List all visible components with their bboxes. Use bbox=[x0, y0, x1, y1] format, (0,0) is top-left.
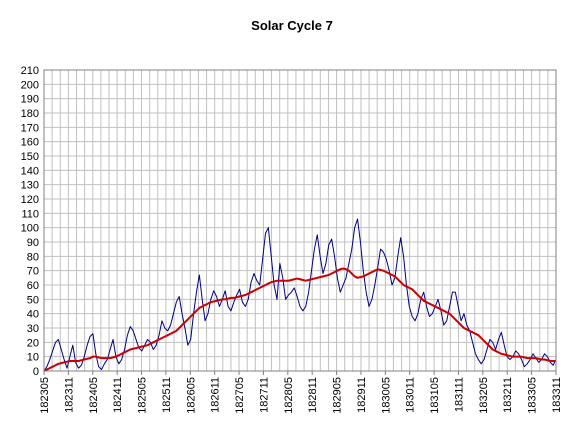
x-tick-label: 183311 bbox=[551, 377, 563, 413]
x-tick-label: 183005 bbox=[380, 377, 392, 414]
chart-title: Solar Cycle 7 bbox=[251, 18, 333, 33]
x-tick-label: 183105 bbox=[429, 377, 441, 414]
y-tick-label: 170 bbox=[21, 122, 39, 134]
x-tick-label: 182811 bbox=[307, 377, 319, 413]
y-tick-label: 90 bbox=[27, 237, 39, 249]
y-tick-label: 20 bbox=[27, 337, 39, 349]
y-tick-label: 140 bbox=[21, 165, 39, 177]
x-tick-label: 182911 bbox=[356, 377, 368, 413]
x-tick-label: 183111 bbox=[453, 377, 465, 412]
y-tick-label: 60 bbox=[27, 280, 39, 292]
x-tick-label: 182311 bbox=[63, 377, 75, 413]
y-tick-label: 80 bbox=[27, 251, 39, 263]
y-tick-label: 190 bbox=[21, 94, 39, 106]
x-tick-label: 182511 bbox=[161, 377, 173, 413]
x-tick-label: 183205 bbox=[478, 377, 490, 414]
x-tick-label: 182505 bbox=[137, 377, 149, 414]
y-tick-label: 160 bbox=[21, 137, 39, 149]
x-axis-ticks: 182305 182311 182405 182411 182505 182511 1826… bbox=[39, 371, 563, 414]
x-tick-label: 182905 bbox=[332, 377, 344, 414]
y-tick-label: 100 bbox=[21, 223, 39, 235]
y-tick-label: 130 bbox=[21, 180, 39, 192]
x-tick-label: 182411 bbox=[112, 377, 124, 413]
grid bbox=[43, 69, 557, 372]
plot-frame bbox=[43, 69, 557, 372]
y-tick-label: 210 bbox=[21, 65, 39, 77]
y-tick-label: 30 bbox=[27, 323, 39, 335]
x-tick-label: 182611 bbox=[210, 377, 222, 413]
y-axis-ticks: 0 10 20 30 40 50 60 70 80 90 100 110 120 130 140 150 160… bbox=[21, 65, 39, 378]
x-tick-label: 182705 bbox=[234, 377, 246, 414]
x-tick-label: 183305 bbox=[527, 377, 539, 414]
series-line-smoothed bbox=[43, 267, 556, 372]
y-tick-label: 150 bbox=[21, 151, 39, 163]
x-tick-label: 183011 bbox=[405, 377, 417, 413]
x-tick-label: 182305 bbox=[39, 377, 51, 414]
y-tick-label: 120 bbox=[21, 194, 39, 206]
x-tick-label: 182805 bbox=[283, 377, 295, 414]
y-tick-label: 50 bbox=[27, 294, 39, 306]
y-tick-label: 10 bbox=[27, 352, 39, 364]
y-tick-label: 200 bbox=[21, 79, 39, 91]
y-tick-label: 110 bbox=[21, 208, 39, 220]
y-tick-label: 0 bbox=[33, 366, 39, 378]
x-tick-label: 182711 bbox=[258, 377, 270, 413]
y-tick-label: 180 bbox=[21, 108, 39, 120]
y-tick-label: 40 bbox=[27, 309, 39, 321]
series-line-monthly bbox=[43, 218, 557, 372]
series-layer bbox=[43, 218, 557, 372]
x-tick-label: 182405 bbox=[88, 377, 100, 414]
x-tick-label: 182605 bbox=[185, 377, 197, 414]
x-tick-label: 183211 bbox=[502, 377, 514, 413]
y-tick-label: 70 bbox=[27, 266, 39, 278]
